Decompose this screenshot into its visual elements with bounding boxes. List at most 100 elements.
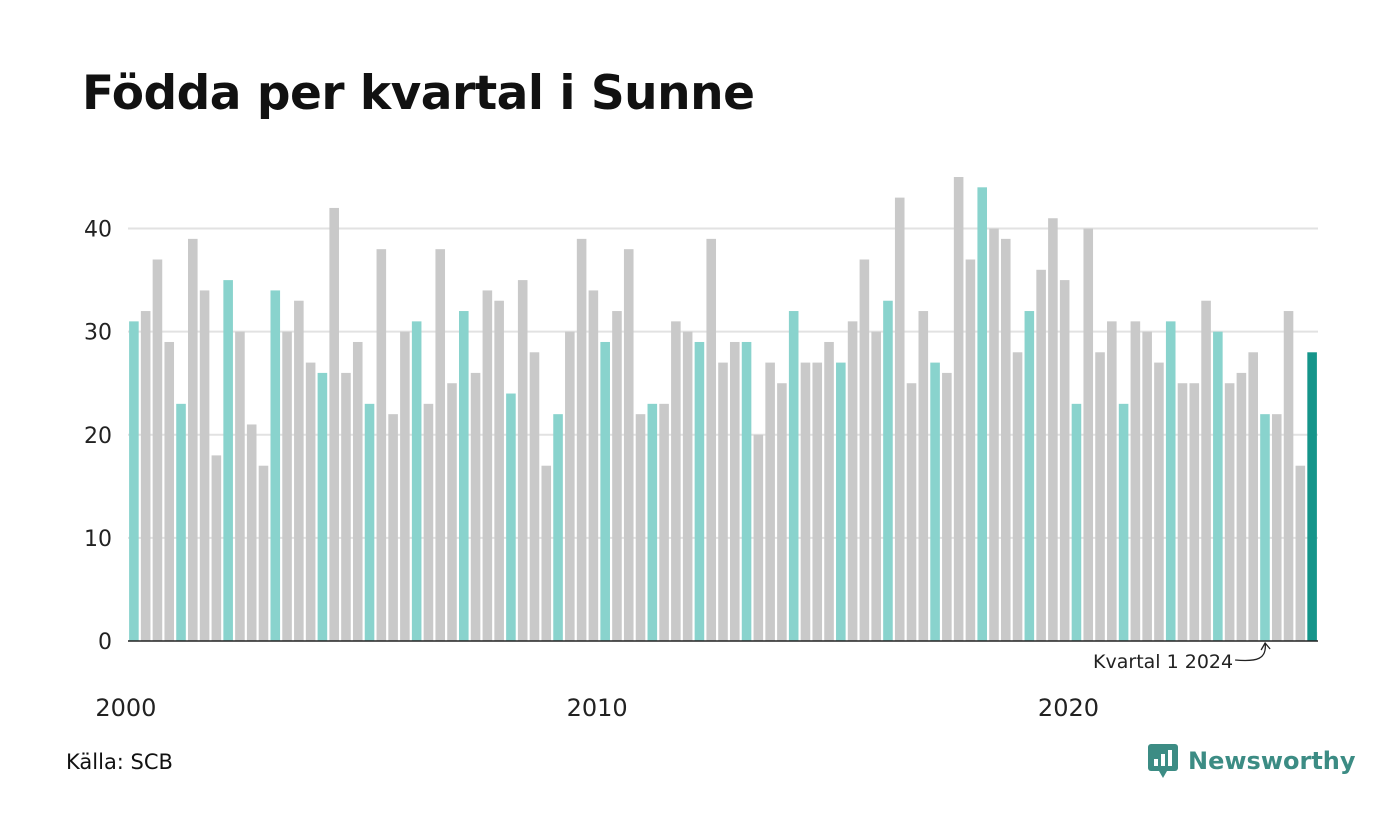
bar [164, 341, 175, 641]
bar [812, 362, 823, 641]
x-tick-label: 2010 [567, 694, 628, 722]
bar [352, 341, 363, 641]
bar [1095, 352, 1105, 641]
bar [741, 341, 752, 641]
y-tick-label: 10 [84, 527, 112, 552]
y-tick-label: 20 [84, 424, 112, 449]
x-tick-label: 2020 [1038, 694, 1099, 722]
bar [824, 341, 834, 641]
bar [517, 280, 528, 641]
bar [718, 362, 728, 641]
bar [1307, 352, 1317, 641]
brand-name: Newsworthy [1188, 747, 1356, 775]
bar [152, 259, 163, 641]
bar [765, 362, 775, 641]
bar [682, 331, 693, 641]
bar [258, 465, 269, 641]
bar [235, 331, 245, 641]
bar [1248, 352, 1258, 641]
bar [364, 403, 375, 641]
bar [836, 362, 846, 641]
bar [800, 362, 811, 641]
bar [1071, 403, 1082, 641]
bar [871, 331, 881, 641]
bar [565, 331, 575, 641]
newsworthy-logo: Newsworthy [1148, 744, 1356, 778]
bar [435, 249, 446, 641]
bars [129, 177, 1317, 642]
bar [553, 414, 563, 641]
bar [294, 300, 304, 641]
bar [1283, 311, 1294, 641]
bar [376, 249, 387, 641]
bar [494, 300, 504, 641]
bar [447, 383, 457, 641]
bar [223, 280, 233, 641]
bar [459, 311, 469, 641]
bar [1059, 280, 1070, 641]
bar [1012, 352, 1023, 641]
bar [576, 238, 587, 641]
bar [282, 331, 292, 641]
bar [930, 362, 940, 641]
bar [1107, 321, 1117, 641]
bar [1213, 331, 1223, 641]
bar [694, 341, 705, 641]
bar [270, 290, 281, 641]
bar [918, 311, 929, 641]
bar [1201, 300, 1211, 641]
bar [953, 177, 964, 641]
bar [1000, 238, 1011, 641]
bar [1118, 403, 1129, 641]
bar [906, 383, 917, 641]
bar [329, 207, 339, 641]
bar [659, 403, 669, 641]
bar [989, 228, 999, 641]
bar [1165, 321, 1176, 641]
annotation-arrow [1235, 641, 1271, 662]
bar [1177, 383, 1188, 641]
bar [1154, 362, 1164, 641]
bar [506, 393, 516, 641]
bar [612, 311, 622, 641]
bar [211, 455, 222, 641]
bar [1130, 321, 1141, 641]
bar [588, 290, 599, 641]
bar [706, 238, 717, 641]
bar [1189, 383, 1200, 641]
annotation-label: Kvartal 1 2024 [1093, 651, 1233, 673]
bar [788, 311, 799, 641]
bar [341, 372, 351, 641]
chart-title: Födda per kvartal i Sunne [82, 66, 755, 121]
bar [1236, 372, 1247, 641]
bar [317, 372, 328, 641]
bar [847, 321, 858, 641]
bar [1224, 383, 1235, 641]
bar [140, 311, 151, 641]
bar [859, 259, 870, 641]
bar [1036, 269, 1046, 641]
bar [977, 187, 987, 641]
annotation: Kvartal 1 2024 [1093, 641, 1271, 673]
bar [777, 383, 787, 641]
bar [635, 414, 646, 641]
bar [246, 424, 257, 641]
bar [541, 465, 552, 641]
bar [199, 290, 210, 641]
bar [1142, 331, 1152, 641]
bar [529, 352, 540, 641]
bar [942, 372, 952, 641]
y-tick-label: 40 [84, 218, 112, 243]
bar [965, 259, 976, 641]
bar [388, 414, 398, 641]
bar [470, 372, 481, 641]
bar [600, 341, 610, 641]
y-tick-label: 30 [84, 321, 112, 346]
bar [129, 321, 139, 641]
bar [1260, 414, 1270, 641]
bar [647, 403, 658, 641]
bar [623, 249, 634, 641]
bar [1048, 218, 1058, 642]
source-label: Källa: SCB [66, 750, 173, 774]
bar [176, 403, 186, 641]
